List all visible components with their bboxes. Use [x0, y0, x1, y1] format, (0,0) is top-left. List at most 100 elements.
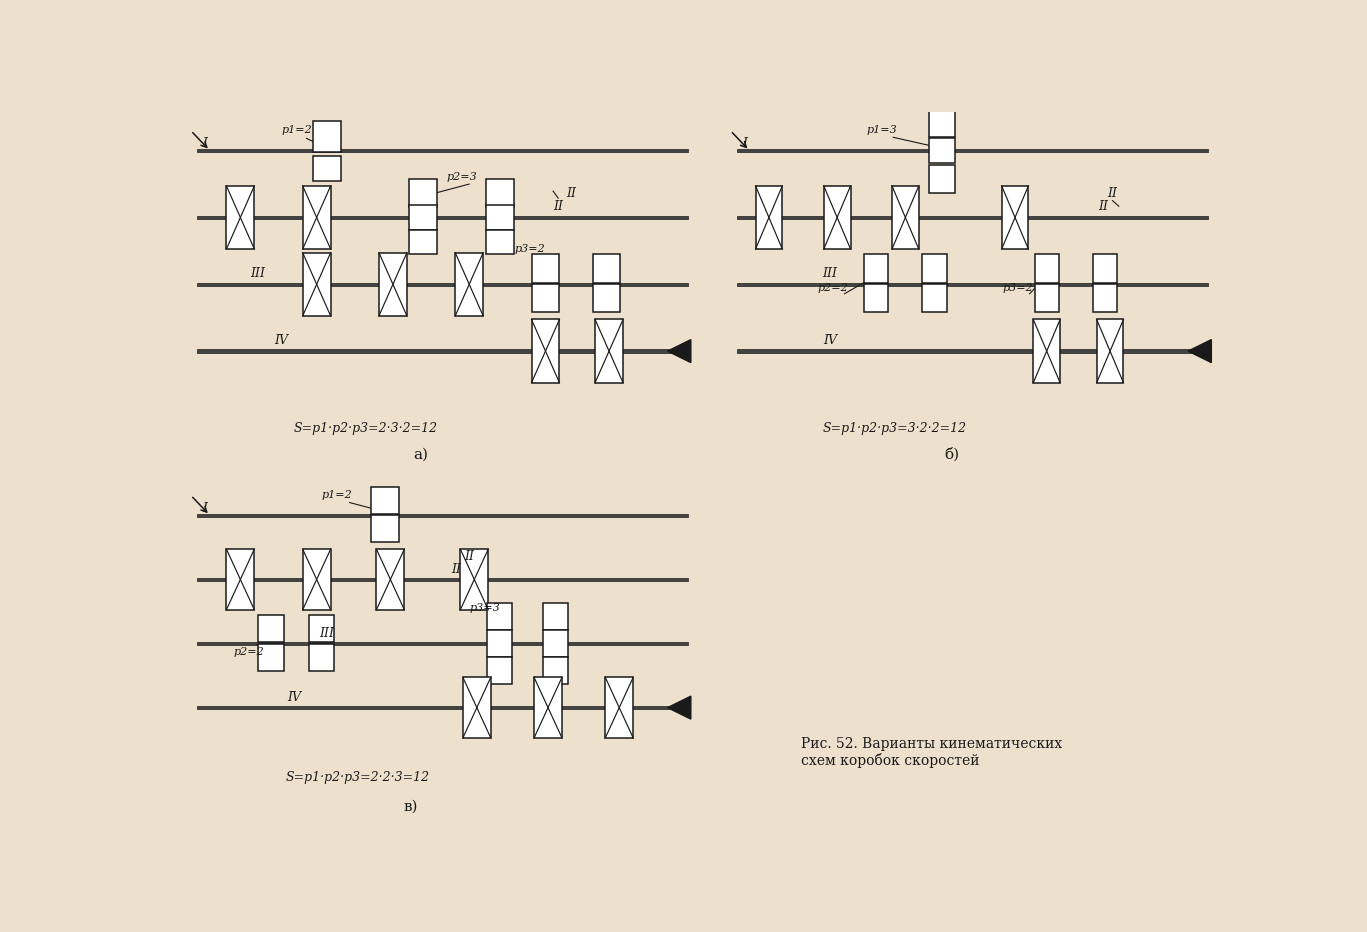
Text: p3=2: p3=2 — [1003, 283, 1033, 293]
Text: II: II — [1098, 200, 1107, 213]
FancyBboxPatch shape — [461, 549, 488, 610]
FancyBboxPatch shape — [227, 185, 254, 249]
FancyBboxPatch shape — [737, 350, 1207, 353]
Text: p2=2: p2=2 — [817, 283, 849, 293]
Text: II: II — [451, 563, 462, 576]
FancyBboxPatch shape — [534, 678, 562, 738]
FancyBboxPatch shape — [197, 578, 688, 582]
FancyBboxPatch shape — [302, 549, 331, 610]
FancyBboxPatch shape — [258, 615, 283, 642]
FancyBboxPatch shape — [410, 179, 437, 207]
Text: S=p1·p2·p3=2·3·2=12: S=p1·p2·p3=2·3·2=12 — [294, 422, 437, 435]
FancyBboxPatch shape — [1002, 185, 1028, 249]
Text: II: II — [566, 187, 576, 199]
Text: p1=3: p1=3 — [867, 125, 897, 135]
FancyBboxPatch shape — [372, 487, 399, 514]
FancyBboxPatch shape — [410, 230, 437, 254]
Text: p2=3: p2=3 — [446, 172, 477, 183]
FancyBboxPatch shape — [463, 678, 491, 738]
Text: II: II — [465, 550, 474, 563]
FancyBboxPatch shape — [923, 254, 947, 282]
FancyBboxPatch shape — [756, 185, 782, 249]
FancyBboxPatch shape — [928, 138, 956, 163]
FancyBboxPatch shape — [592, 284, 621, 312]
FancyBboxPatch shape — [1035, 284, 1059, 312]
Text: I: I — [202, 502, 208, 515]
Text: II: II — [554, 200, 563, 213]
Polygon shape — [667, 696, 690, 720]
Text: IV: IV — [273, 334, 288, 347]
FancyBboxPatch shape — [1094, 254, 1117, 282]
FancyBboxPatch shape — [923, 284, 947, 312]
FancyBboxPatch shape — [928, 108, 956, 137]
Polygon shape — [667, 339, 690, 363]
FancyBboxPatch shape — [928, 165, 956, 193]
Text: I: I — [202, 137, 208, 150]
Text: III: III — [320, 627, 335, 640]
FancyBboxPatch shape — [532, 284, 559, 312]
Text: S=p1·p2·p3=3·2·2=12: S=p1·p2·p3=3·2·2=12 — [823, 422, 966, 435]
FancyBboxPatch shape — [197, 282, 688, 286]
FancyBboxPatch shape — [197, 514, 688, 517]
FancyBboxPatch shape — [606, 678, 633, 738]
Text: p1=2: p1=2 — [321, 490, 353, 500]
FancyBboxPatch shape — [487, 630, 513, 657]
FancyBboxPatch shape — [227, 549, 254, 610]
FancyBboxPatch shape — [532, 320, 559, 383]
FancyBboxPatch shape — [485, 179, 514, 207]
FancyBboxPatch shape — [302, 185, 331, 249]
FancyBboxPatch shape — [197, 149, 688, 153]
Text: IV: IV — [287, 691, 301, 704]
Text: б): б) — [945, 447, 960, 462]
FancyBboxPatch shape — [824, 185, 850, 249]
Text: III: III — [823, 267, 838, 281]
FancyBboxPatch shape — [313, 156, 340, 181]
FancyBboxPatch shape — [379, 253, 407, 316]
FancyBboxPatch shape — [532, 254, 559, 282]
FancyBboxPatch shape — [197, 706, 688, 709]
FancyBboxPatch shape — [1035, 254, 1059, 282]
FancyBboxPatch shape — [487, 657, 513, 684]
Text: p2=2: p2=2 — [234, 647, 264, 657]
FancyBboxPatch shape — [543, 603, 569, 630]
Text: p3=2: p3=2 — [515, 244, 545, 254]
FancyBboxPatch shape — [864, 254, 889, 282]
FancyBboxPatch shape — [737, 215, 1207, 219]
FancyBboxPatch shape — [737, 282, 1207, 286]
FancyBboxPatch shape — [197, 215, 688, 219]
FancyBboxPatch shape — [302, 253, 331, 316]
FancyBboxPatch shape — [1096, 320, 1124, 383]
Text: S=p1·p2·p3=2·2·3=12: S=p1·p2·p3=2·2·3=12 — [286, 771, 431, 784]
FancyBboxPatch shape — [864, 284, 889, 312]
FancyBboxPatch shape — [592, 254, 621, 282]
FancyBboxPatch shape — [487, 603, 513, 630]
FancyBboxPatch shape — [309, 643, 335, 670]
FancyBboxPatch shape — [197, 350, 688, 353]
FancyBboxPatch shape — [1094, 284, 1117, 312]
Text: Рис. 52. Варианты кинематических
схем коробок скоростей: Рис. 52. Варианты кинематических схем ко… — [801, 737, 1062, 769]
Text: p3=3: p3=3 — [469, 603, 500, 613]
FancyBboxPatch shape — [893, 185, 919, 249]
FancyBboxPatch shape — [372, 515, 399, 542]
FancyBboxPatch shape — [376, 549, 405, 610]
Text: II: II — [1107, 187, 1118, 199]
Text: III: III — [250, 267, 265, 281]
FancyBboxPatch shape — [313, 121, 340, 153]
FancyBboxPatch shape — [309, 615, 335, 642]
FancyBboxPatch shape — [485, 230, 514, 254]
FancyBboxPatch shape — [485, 205, 514, 230]
FancyBboxPatch shape — [410, 205, 437, 230]
Text: а): а) — [413, 448, 428, 462]
Text: в): в) — [403, 800, 418, 814]
FancyBboxPatch shape — [258, 643, 283, 670]
FancyBboxPatch shape — [737, 149, 1207, 153]
FancyBboxPatch shape — [543, 630, 569, 657]
Text: IV: IV — [823, 334, 837, 347]
FancyBboxPatch shape — [197, 642, 688, 645]
Text: p1=2: p1=2 — [282, 125, 312, 135]
FancyBboxPatch shape — [1033, 320, 1059, 383]
Text: I: I — [742, 137, 746, 150]
FancyBboxPatch shape — [543, 657, 569, 684]
FancyBboxPatch shape — [595, 320, 623, 383]
Polygon shape — [1188, 339, 1211, 363]
